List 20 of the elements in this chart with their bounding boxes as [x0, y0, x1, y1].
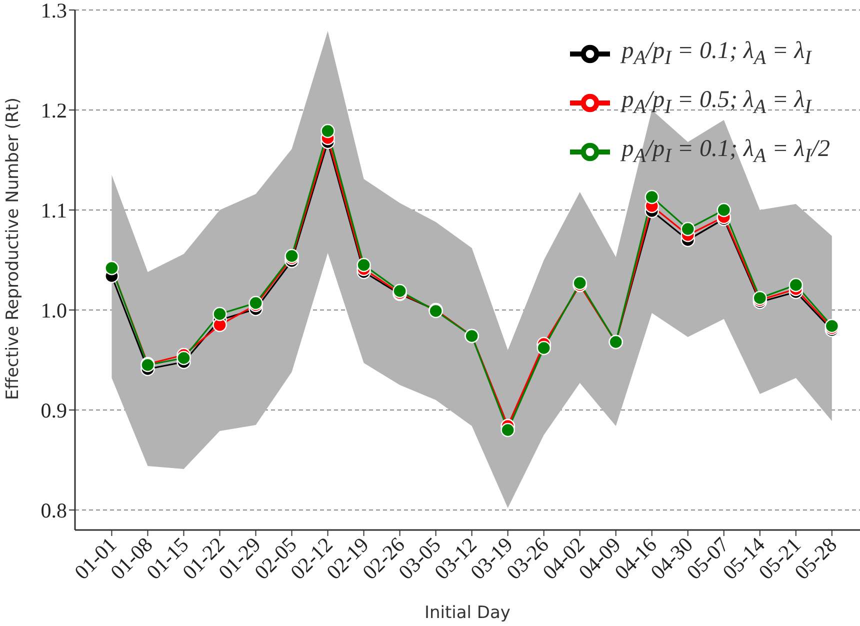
y-tick-label: 0.8 — [40, 498, 67, 522]
point — [212, 306, 227, 322]
point — [500, 422, 515, 438]
point — [320, 124, 335, 138]
y-tick-label: 1.1 — [40, 198, 67, 222]
point — [716, 202, 731, 218]
text: p$_{A}$/p$_{I}$ = 0.1; λ$_{A}$ = λ$_{I}$/2 — [622, 136, 830, 166]
legend-label: p$_{A}$/p$_{I}$ = 0.1; λ$_{A}$ = λ$_{I}$ — [622, 38, 812, 69]
point — [536, 340, 551, 356]
x-axis-title: Initial Day — [424, 603, 511, 623]
point — [176, 350, 191, 366]
point — [356, 258, 371, 272]
y-axis-title: Effective Reproductive Number (Rt) — [3, 97, 24, 400]
point — [644, 190, 659, 204]
point — [788, 278, 804, 292]
point — [680, 222, 695, 236]
y-tick-label: 1.3 — [40, 0, 67, 22]
y-tick-label: 1.0 — [40, 298, 67, 322]
y-tick-label: 1.2 — [40, 98, 67, 122]
y-tick-label: 0.9 — [40, 398, 67, 422]
